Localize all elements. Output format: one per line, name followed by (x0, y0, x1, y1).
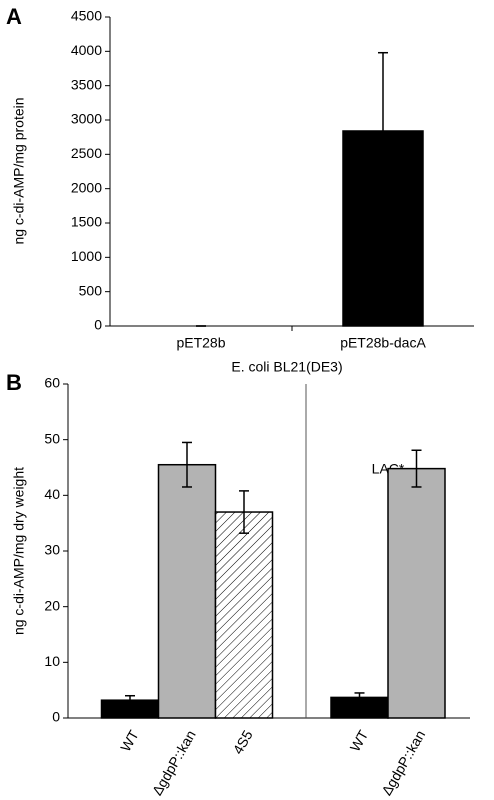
y-tick-label: 40 (44, 486, 60, 502)
x-tick-label: pET28b (176, 335, 225, 351)
y-tick-label: 30 (44, 542, 60, 558)
x-tick-label: pET28b-dacA (340, 335, 426, 351)
bar (387, 467, 446, 719)
y-axis-label: ng c-di-AMP/mg protein (11, 97, 27, 244)
y-tick-label: 20 (44, 597, 60, 613)
y-tick-label: 3500 (71, 76, 102, 92)
y-tick-label: 0 (94, 317, 102, 333)
y-tick-label: 2000 (71, 179, 102, 195)
y-tick-label: 3000 (71, 111, 102, 127)
bar (214, 511, 274, 719)
y-tick-label: 60 (44, 375, 60, 391)
y-tick-label: 2500 (71, 145, 102, 161)
x-tick-label: 4S5 (229, 727, 255, 757)
x-tick-label: WT (347, 727, 372, 754)
y-tick-label: 4000 (71, 42, 102, 58)
y-tick-label: 500 (79, 282, 103, 298)
y-tick-label: 1500 (71, 214, 102, 230)
bar (157, 463, 217, 719)
y-tick-label: 10 (44, 653, 60, 669)
y-axis-label: ng c-di-AMP/mg dry weight (11, 467, 27, 635)
y-tick-label: 0 (52, 709, 60, 725)
y-tick-label: 1000 (71, 248, 102, 264)
x-tick-label: WT (117, 727, 142, 754)
x-axis-label: E. coli BL21(DE3) (231, 359, 342, 375)
panel-label: A (6, 4, 22, 29)
x-tick-label: ΔgdpP::kan (378, 727, 428, 798)
y-tick-label: 50 (44, 430, 60, 446)
y-tick-label: 4500 (71, 8, 102, 24)
x-tick-label: ΔgdpP::kan (149, 727, 199, 798)
panel-label: B (6, 370, 22, 395)
